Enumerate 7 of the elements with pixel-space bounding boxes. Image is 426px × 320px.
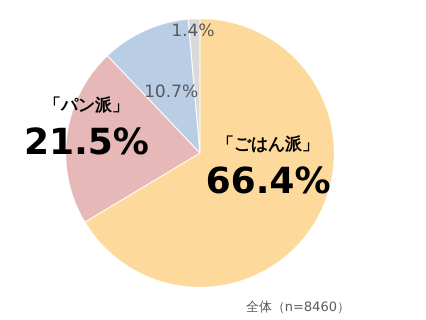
text: 全体（n=8460） xyxy=(246,300,350,315)
data-label: 66.4% xyxy=(206,161,331,202)
slice-label: 「パン派」 xyxy=(44,96,129,116)
slice-label: 「ごはん派」 xyxy=(217,134,320,155)
data-label: 10.7% xyxy=(144,82,198,102)
data-label: 21.5% xyxy=(24,122,149,164)
data-label: 1.4% xyxy=(171,20,215,41)
